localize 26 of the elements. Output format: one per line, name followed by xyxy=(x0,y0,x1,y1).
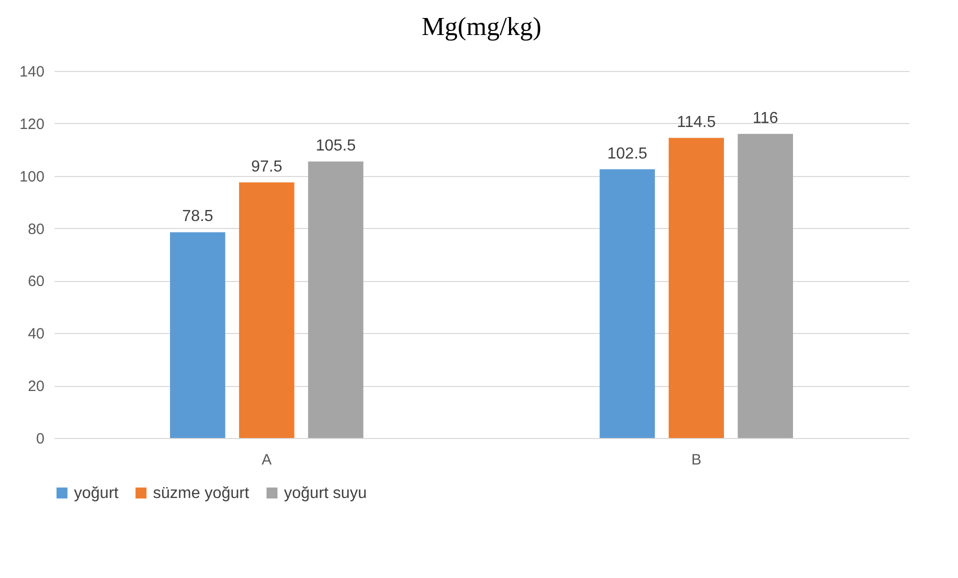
data-label: 105.5 xyxy=(316,137,356,154)
bar xyxy=(308,161,364,438)
y-tick-label: 80 xyxy=(28,220,44,238)
y-tick-label: 60 xyxy=(28,273,44,290)
data-label: 102.5 xyxy=(607,145,648,162)
chart-title: Mg(mg/kg) xyxy=(422,12,542,41)
data-label: 116 xyxy=(752,110,778,127)
x-tick-label: A xyxy=(262,452,272,468)
data-label: 97.5 xyxy=(251,158,282,176)
bar xyxy=(738,134,793,438)
y-tick-label: 0 xyxy=(36,430,44,448)
bar xyxy=(600,169,655,438)
y-tick-label: 20 xyxy=(28,378,44,396)
y-tick-label: 140 xyxy=(19,64,44,80)
y-tick-label: 40 xyxy=(28,326,44,343)
y-tick-label: 120 xyxy=(19,116,44,133)
x-tick-label: B xyxy=(691,452,702,468)
bar xyxy=(170,232,226,438)
data-label: 78.5 xyxy=(182,208,214,226)
bar xyxy=(239,182,294,438)
legend-label: yoğurt xyxy=(74,485,120,502)
legend-label: yoğurt suyu xyxy=(284,485,367,502)
bar xyxy=(668,138,724,438)
legend-label: süzme yoğurt xyxy=(153,485,250,502)
data-label: 114.5 xyxy=(676,114,716,131)
y-tick-label: 100 xyxy=(19,168,44,186)
